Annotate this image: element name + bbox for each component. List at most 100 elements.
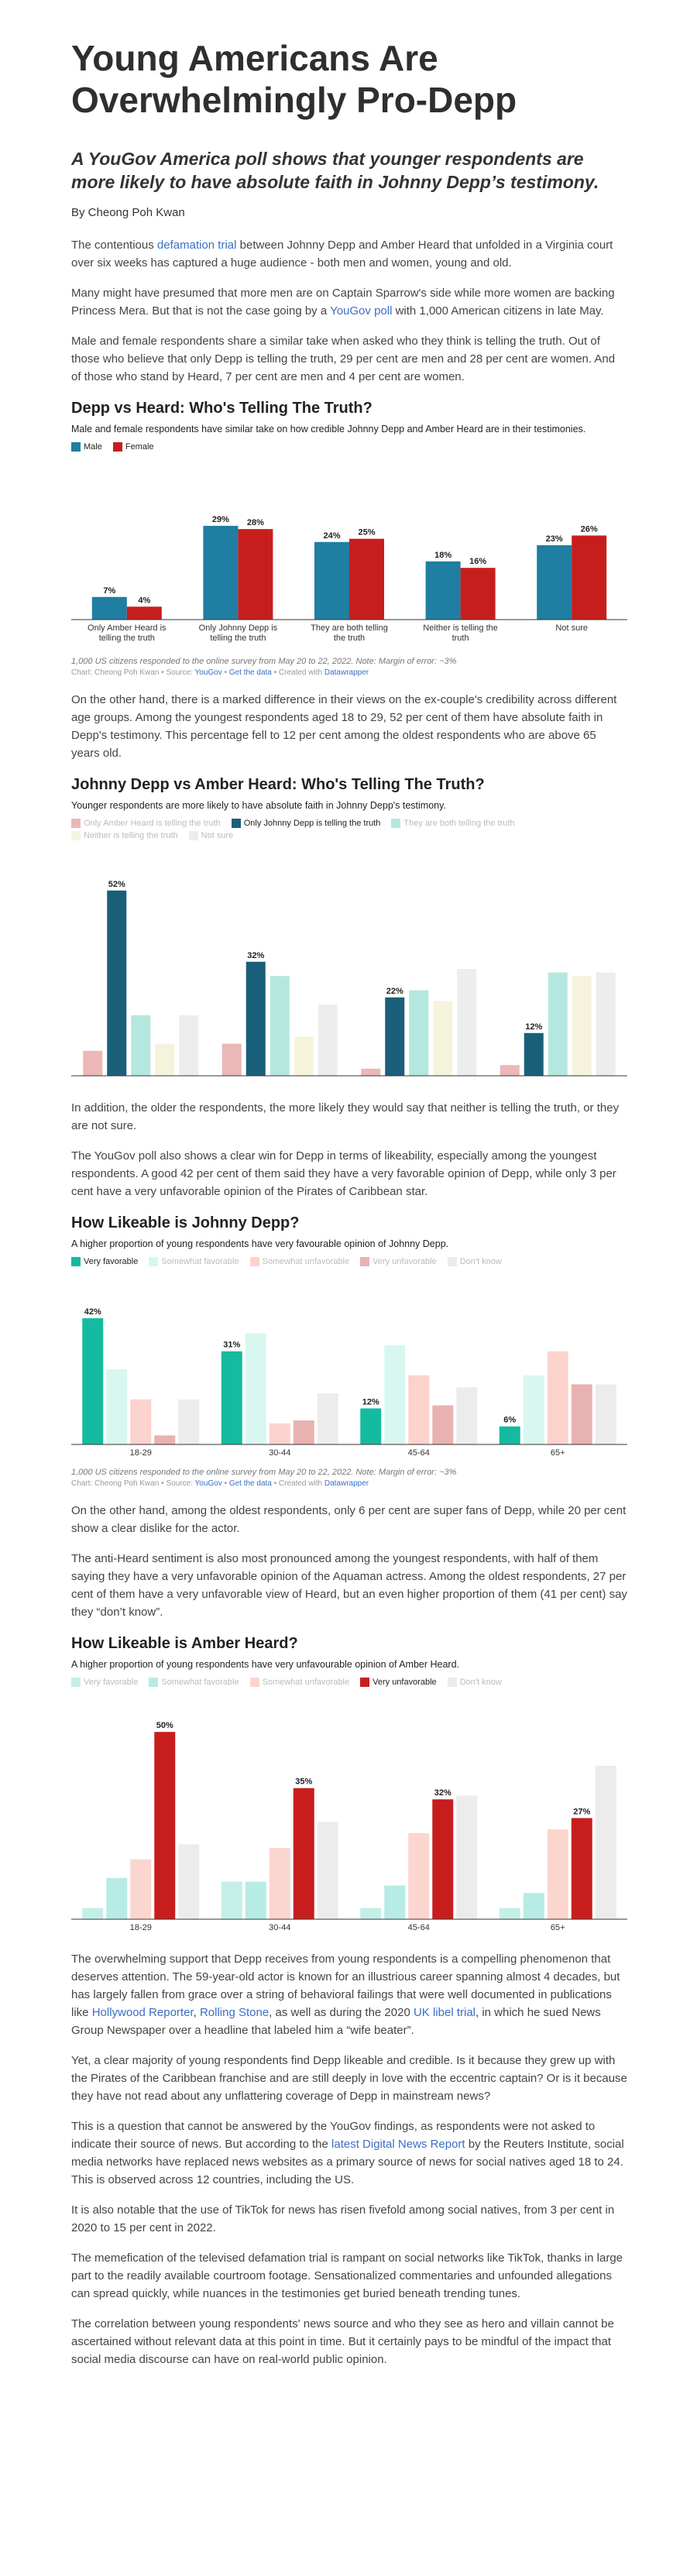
chart-heading: Johnny Depp vs Amber Heard: Who's Tellin… xyxy=(71,776,485,793)
legend-label: Only Johnny Depp is telling the truth xyxy=(243,819,381,828)
paragraph-13: The memefication of the televised defama… xyxy=(71,2251,623,2300)
bar-very-unfavorable-45-64 xyxy=(432,1405,454,1444)
legend-swatch xyxy=(360,1257,370,1266)
legend-item-very-favorable: Very favorable xyxy=(71,1678,138,1687)
legend-item-male: Male xyxy=(71,442,102,452)
data-label: 12% xyxy=(362,1397,379,1406)
bar-don-t-know-30-44 xyxy=(317,1393,338,1444)
bar-they-are-both-telling-the-truth-30-44 xyxy=(270,976,290,1076)
bar-neither-is-telling-the-truth-65 xyxy=(572,976,592,1076)
legend-label: Neither is telling the truth xyxy=(84,831,178,840)
yougov-poll-link[interactable]: YouGov poll xyxy=(330,304,393,318)
data-label: 35% xyxy=(295,1777,312,1787)
bar-somewhat-unfavorable-65 xyxy=(547,1351,568,1444)
legend-item-somewhat-unfavorable: Somewhat unfavorable xyxy=(249,1678,350,1687)
legend-label: Only Amber Heard is telling the truth xyxy=(84,819,221,828)
data-label: 12% xyxy=(525,1022,542,1032)
chart-legend: Male Female xyxy=(71,442,627,452)
category-label: They are both telling xyxy=(311,623,388,633)
bar-not-sure-30-44 xyxy=(318,1005,338,1076)
bar-very-favorable-45-64 xyxy=(360,1908,382,1919)
defamation-trial-link[interactable]: defamation trial xyxy=(156,239,237,252)
rolling-stone-link[interactable]: Rolling Stone xyxy=(199,2006,270,2019)
get-data-link[interactable]: Get the data xyxy=(228,668,272,677)
category-label: telling the truth xyxy=(210,634,266,643)
bar-chart: 42% 18-29 31% 30-44 12% 45-64 6% 65+ xyxy=(71,1307,627,1458)
hollywood-reporter-link[interactable]: Hollywood Reporter xyxy=(91,2006,194,2019)
chart-legend: Very favorable Somewhat favorable Somewhat… xyxy=(71,1257,627,1266)
chart-note: 1,000 US citizens responded to the onlin… xyxy=(71,1468,457,1477)
chart-heading: Depp vs Heard: Who's Telling The Truth? xyxy=(71,400,373,417)
bar-only-amber-heard-is-telling-the-truth-65 xyxy=(500,1065,520,1076)
bar-male-they-are-both-telling-the-truth xyxy=(314,541,349,620)
bar-very-favorable-30-44 xyxy=(221,1881,242,1919)
get-data-link[interactable]: Get the data xyxy=(228,1479,272,1488)
bar-only-johnny-depp-is-telling-the-truth-18-29 xyxy=(107,890,127,1076)
data-label: 52% xyxy=(108,880,125,889)
bar-don-t-know-45-64 xyxy=(456,1387,478,1444)
paragraph-3: Male and female respondents share a simi… xyxy=(71,335,616,383)
legend-label: Very favorable xyxy=(84,1678,139,1687)
datawrapper-link[interactable]: Datawrapper xyxy=(324,668,369,677)
bar-don-t-know-18-29 xyxy=(178,1844,200,1919)
legend-label: Male xyxy=(84,442,102,452)
data-label: 32% xyxy=(434,1788,452,1798)
bar-don-t-know-18-29 xyxy=(178,1399,200,1444)
data-label: 24% xyxy=(323,531,340,541)
bar-very-unfavorable-18-29 xyxy=(154,1435,176,1444)
bar-not-sure-45-64 xyxy=(457,969,477,1076)
bar-somewhat-favorable-65 xyxy=(523,1375,544,1444)
legend-label: Don't know xyxy=(459,1678,502,1687)
bar-very-favorable-65 xyxy=(499,1426,520,1444)
legend-label: Very unfavorable xyxy=(373,1257,437,1266)
category-label: 45-64 xyxy=(408,1923,430,1932)
paragraph-14: The correlation between young respondent… xyxy=(71,2317,614,2366)
category-label: 30-44 xyxy=(269,1923,290,1932)
category-label: 65+ xyxy=(551,1923,565,1932)
bar-female-only-johnny-depp-is-telling-the-truth xyxy=(238,529,273,620)
legend-label: Somewhat unfavorable xyxy=(262,1257,350,1266)
bar-female-neither-is-telling-the-truth xyxy=(460,568,496,620)
data-label: 22% xyxy=(386,987,403,996)
paragraph-7: On the other hand, among the oldest resp… xyxy=(71,1504,627,1535)
chart-description: A higher proportion of young respondents… xyxy=(71,1238,449,1249)
data-label: 25% xyxy=(358,528,375,538)
legend-item-somewhat-unfavorable: Somewhat unfavorable xyxy=(249,1257,350,1266)
bar-somewhat-unfavorable-45-64 xyxy=(408,1375,430,1444)
source-link[interactable]: YouGov xyxy=(194,668,222,677)
category-label: 30-44 xyxy=(269,1448,290,1458)
legend-item-very-unfavorable: Very unfavorable xyxy=(360,1678,437,1687)
category-label: Only Amber Heard is xyxy=(88,623,167,633)
data-label: 28% xyxy=(247,518,264,527)
legend-item-female: Female xyxy=(112,442,154,452)
legend-label: Somewhat unfavorable xyxy=(262,1678,350,1687)
category-label: telling the truth xyxy=(99,634,155,643)
chart-depp-likeability: How Likeable is Johnny Depp? A higher pr… xyxy=(71,1213,627,1488)
bar-only-johnny-depp-is-telling-the-truth-65 xyxy=(524,1032,544,1076)
bar-male-only-amber-heard-is-telling-the-truth xyxy=(91,596,127,620)
legend-swatch xyxy=(391,819,401,828)
data-label: 50% xyxy=(156,1721,173,1730)
paragraph-11: This is a question that cannot be answer… xyxy=(71,2120,624,2186)
uk-libel-trial-link[interactable]: UK libel trial xyxy=(413,2006,476,2019)
data-label: 4% xyxy=(138,596,150,605)
bar-don-t-know-65 xyxy=(595,1765,616,1919)
bar-neither-is-telling-the-truth-45-64 xyxy=(433,1001,453,1076)
bar-very-favorable-65 xyxy=(499,1908,520,1919)
chart-description: Male and female respondents have similar… xyxy=(71,424,586,434)
legend-swatch xyxy=(71,819,81,828)
data-label: 7% xyxy=(103,586,115,596)
bar-very-favorable-30-44 xyxy=(221,1351,242,1444)
chart-note: 1,000 US citizens responded to the onlin… xyxy=(71,657,457,666)
source-link[interactable]: YouGov xyxy=(194,1479,222,1488)
chart-heading: How Likeable is Johnny Depp? xyxy=(71,1214,300,1231)
digital-news-report-link[interactable]: latest Digital News Report xyxy=(331,2138,465,2151)
datawrapper-link[interactable]: Datawrapper xyxy=(324,1479,369,1488)
legend-swatch xyxy=(71,831,81,840)
bar-male-only-johnny-depp-is-telling-the-truth xyxy=(203,525,239,620)
paragraph-5: In addition, the older the respondents, … xyxy=(71,1101,620,1132)
bar-male-not-sure xyxy=(537,544,572,620)
paragraph-8: The anti-Heard sentiment is also most pr… xyxy=(71,1552,627,1619)
bar-somewhat-favorable-45-64 xyxy=(384,1885,406,1919)
